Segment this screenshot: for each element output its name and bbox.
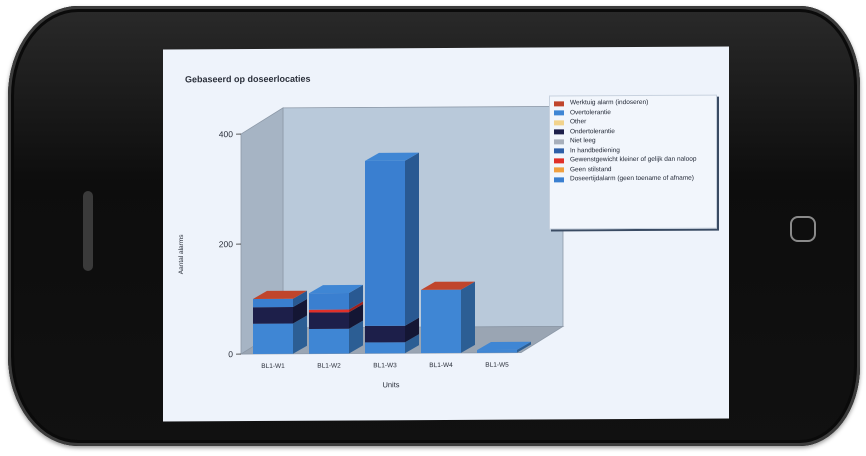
legend-label: Niet leeg bbox=[570, 137, 596, 145]
bar-segment-side bbox=[293, 298, 307, 324]
bar-segment-front bbox=[477, 349, 517, 353]
legend-item: Other bbox=[554, 118, 712, 127]
bar-segment-front bbox=[253, 298, 293, 308]
x-tick-label: BL1-W4 bbox=[429, 362, 453, 369]
legend-item: Gewenstgewicht kleiner of gelijk dan nal… bbox=[554, 156, 712, 165]
speaker-grille bbox=[83, 191, 93, 271]
bar-top bbox=[309, 284, 363, 294]
bar-segment-side bbox=[293, 290, 307, 308]
bar-segment-front bbox=[309, 293, 349, 310]
bar-segment-side bbox=[293, 315, 307, 354]
legend-label: Werktuig alarm (indoseren) bbox=[570, 98, 649, 107]
bar-segment-side bbox=[349, 320, 363, 354]
legend-swatch bbox=[554, 138, 564, 144]
home-button[interactable] bbox=[790, 216, 816, 242]
legend-swatch bbox=[554, 167, 564, 173]
bar-segment-front bbox=[309, 328, 349, 354]
bar-segment-front bbox=[365, 160, 405, 326]
bar-segment-front bbox=[309, 312, 349, 329]
legend-label: Other bbox=[570, 118, 587, 126]
legend-item: Ondertolerantie bbox=[554, 127, 712, 136]
chart-legend: Werktuig alarm (indoseren) Overtolerantie… bbox=[549, 94, 717, 230]
bar-segment-side bbox=[349, 284, 363, 310]
legend-swatch bbox=[554, 157, 564, 163]
phone-screen: Gebaseerd op doseerlocaties 400 200 0 Aanta… bbox=[163, 46, 729, 422]
bar-top bbox=[253, 290, 307, 300]
legend-item: Niet leeg bbox=[554, 137, 712, 146]
y-tick-label: 200 bbox=[219, 239, 233, 249]
x-axis-label: Units bbox=[382, 380, 399, 389]
x-tick-label: BL1-W2 bbox=[317, 363, 341, 370]
bar-segment-side bbox=[405, 334, 419, 354]
bar-segment-front bbox=[365, 325, 405, 343]
bar-segment-front bbox=[365, 342, 405, 354]
bar-segment-front bbox=[309, 309, 349, 313]
legend-swatch bbox=[554, 129, 564, 135]
legend-item: Overtolerantie bbox=[554, 108, 712, 117]
y-tick-label: 0 bbox=[228, 349, 233, 359]
bar-top bbox=[421, 281, 475, 290]
legend-swatch bbox=[554, 110, 564, 116]
phone-body: Gebaseerd op doseerlocaties 400 200 0 Aanta… bbox=[8, 6, 860, 446]
bar-segment-side bbox=[405, 317, 419, 343]
legend-label: Ondertolerantie bbox=[570, 127, 615, 135]
x-tick-label: BL1-W3 bbox=[373, 362, 397, 369]
stacked-bar-chart: 400 200 0 Aantal alarms BL1-W1 BL1-W2 BL1-W3 BL… bbox=[178, 105, 565, 389]
legend-label: Geen stilstand bbox=[570, 165, 612, 173]
y-axis-label: Aantal alarms bbox=[178, 234, 185, 275]
y-tick-label: 400 bbox=[219, 129, 233, 139]
bar-segment-front bbox=[421, 289, 461, 354]
legend-swatch bbox=[554, 100, 564, 106]
legend-swatch bbox=[554, 119, 564, 125]
x-tick-label: BL1-W5 bbox=[485, 362, 509, 369]
bar-segment-side bbox=[405, 152, 419, 326]
legend-label: Overtolerantie bbox=[570, 108, 611, 116]
bar-segment-front bbox=[253, 307, 293, 324]
legend-swatch bbox=[554, 148, 564, 154]
bar-segment-side bbox=[517, 341, 531, 353]
bar-top bbox=[477, 341, 531, 351]
legend-label: Doseertijdalarm (geen toename of afname) bbox=[570, 174, 694, 183]
legend-swatch bbox=[554, 176, 564, 182]
legend-item: Doseertijdalarm (geen toename of afname) bbox=[554, 175, 712, 184]
bar-segment-side bbox=[461, 281, 475, 353]
bar-segment-side bbox=[349, 304, 363, 329]
bar-top bbox=[365, 152, 419, 161]
bar-segment-front bbox=[253, 323, 293, 355]
x-tick-label: BL1-W1 bbox=[261, 363, 285, 370]
legend-item: In handbediening bbox=[554, 146, 712, 155]
legend-label: In handbediening bbox=[570, 146, 620, 154]
legend-label: Gewenstgewicht kleiner of gelijk dan nal… bbox=[570, 155, 697, 164]
bar-segment-side bbox=[349, 301, 363, 313]
legend-item: Werktuig alarm (indoseren) bbox=[554, 99, 712, 108]
legend-item: Geen stilstand bbox=[554, 165, 712, 174]
